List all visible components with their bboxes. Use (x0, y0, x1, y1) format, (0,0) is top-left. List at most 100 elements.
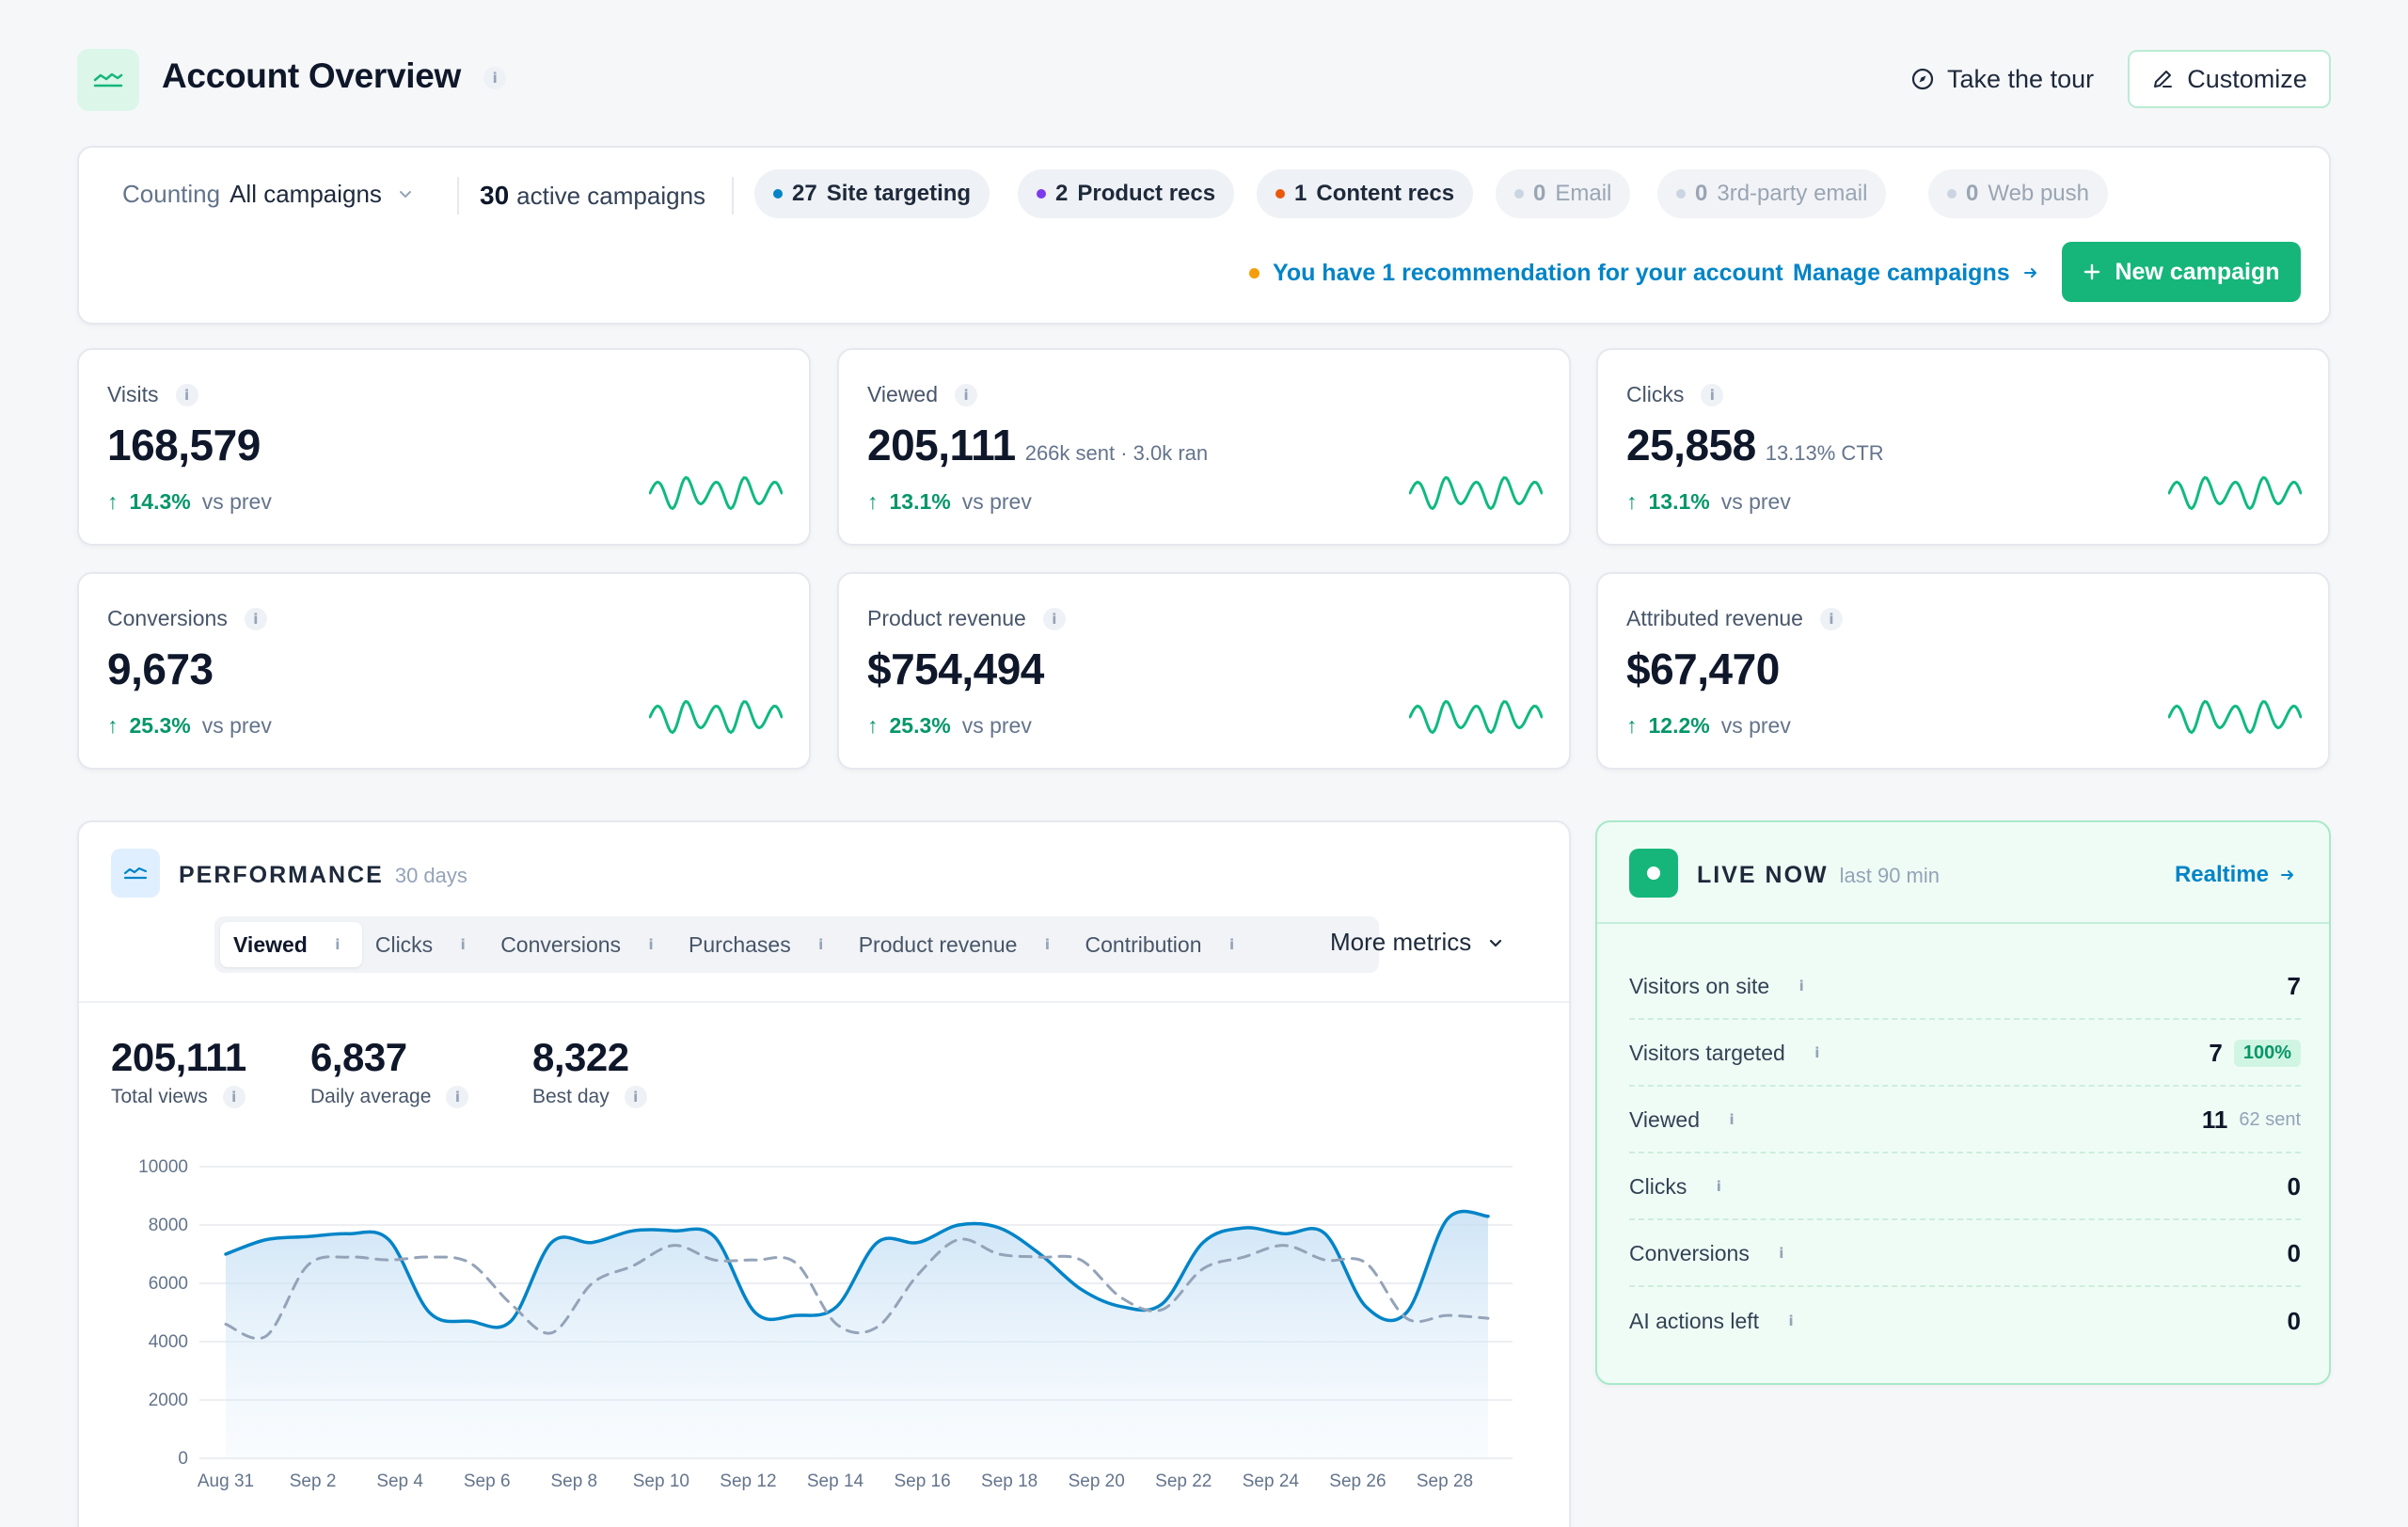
kpi-card-product-revenue[interactable]: Product revenue i $754,494 ↑ 25.3% vs prev (837, 572, 1571, 770)
info-icon[interactable]: i (175, 383, 198, 406)
chip-3rd-party-email[interactable]: 0 3rd-party email (1657, 169, 1887, 218)
kpi-card-visits[interactable]: Visits i 168,579 ↑ 14.3% vs prev (77, 348, 811, 546)
info-icon[interactable]: i (1044, 936, 1051, 953)
info-icon[interactable]: i (1788, 1312, 1794, 1329)
info-icon[interactable]: i (955, 383, 978, 406)
y-tick-label: 10000 (138, 1157, 188, 1177)
tab-conversions[interactable]: Conversions i (487, 922, 675, 967)
y-tick-label: 2000 (149, 1391, 188, 1410)
tab-label: Contribution (1085, 931, 1202, 957)
series-line-previous (224, 1237, 1490, 1341)
new-campaign-button[interactable]: New campaign (2062, 242, 2301, 302)
chip-web-push[interactable]: 0 Web push (1928, 169, 2108, 218)
live-now-title: LIVE NOW last 90 min (1697, 862, 1940, 889)
live-row-value: 11 (2201, 1105, 2228, 1134)
live-indicator-icon (1629, 849, 1678, 898)
kpi-label: Conversions (107, 606, 228, 630)
live-now-panel: LIVE NOW last 90 min Realtime Visitors o… (1595, 820, 2331, 1385)
kpi-card-conversions[interactable]: Conversions i 9,673 ↑ 25.3% vs prev (77, 572, 811, 770)
x-tick-label: Sep 10 (633, 1471, 689, 1491)
x-tick-label: Sep 2 (290, 1471, 337, 1491)
performance-panel: PERFORMANCE 30 days Viewed i Clicks i Conv… (77, 820, 1571, 1527)
y-tick-label: 6000 (149, 1274, 188, 1294)
page-title: Account Overview i (162, 56, 507, 96)
counting-value: All campaigns (230, 179, 382, 208)
chip-email[interactable]: 0 Email (1496, 169, 1631, 218)
active-campaigns-label: active campaigns (516, 181, 706, 210)
info-icon[interactable]: i (648, 936, 654, 953)
live-row-ai-actions-left: AI actions left i 0 (1629, 1288, 2301, 1354)
arrow-up-icon: ↑ (1626, 489, 1638, 514)
page-title-text: Account Overview (162, 56, 462, 95)
kpi-subtext: 13.13% CTR (1765, 441, 1884, 465)
recommendation-link[interactable]: You have 1 recommendation for your accou… (1249, 256, 1783, 290)
chevron-down-icon (399, 191, 411, 199)
info-icon[interactable]: i (1814, 1044, 1820, 1061)
customize-button[interactable]: Customize (2128, 50, 2331, 108)
title-info-icon[interactable]: i (483, 67, 507, 90)
divider (732, 177, 734, 215)
live-row-viewed: Viewed i 11 62 sent (1629, 1088, 2301, 1153)
kpi-delta: 13.1% (889, 489, 951, 514)
kpi-card-attributed-revenue[interactable]: Attributed revenue i $67,470 ↑ 12.2% vs pre… (1596, 572, 2330, 770)
chip-label: Content recs (1316, 181, 1455, 206)
compass-icon (1911, 68, 1934, 90)
sparkline (649, 699, 783, 735)
chip-label: Site targeting (826, 181, 972, 206)
stat-caption: Best day (532, 1086, 610, 1107)
info-icon[interactable]: i (1228, 936, 1235, 953)
stat-total-views: 205,111 Total views i (111, 1035, 246, 1108)
info-icon[interactable]: i (1042, 607, 1066, 630)
chip-count: 27 (792, 181, 817, 206)
chip-content-recs[interactable]: 1 Content recs (1257, 169, 1474, 218)
warning-dot-icon (1249, 267, 1259, 278)
info-icon[interactable]: i (335, 936, 341, 953)
x-tick-label: Sep 16 (894, 1471, 950, 1491)
info-icon[interactable]: i (1729, 1111, 1735, 1128)
tab-product-revenue[interactable]: Product revenue i (846, 922, 1072, 967)
divider (79, 1001, 1569, 1003)
info-icon[interactable]: i (818, 936, 824, 953)
info-icon[interactable]: i (1701, 383, 1724, 406)
realtime-link[interactable]: Realtime (2175, 862, 2297, 888)
info-icon[interactable]: i (460, 936, 466, 953)
performance-line-chart: 10000 8000 6000 4000 2000 0 Aug 31 Sep 2 Sep 4 Se… (138, 1157, 1513, 1491)
sparkline (649, 475, 783, 511)
pencil-icon (2154, 71, 2173, 87)
take-tour-button[interactable]: Take the tour (1911, 60, 2094, 98)
tab-viewed[interactable]: Viewed i (220, 922, 362, 967)
more-metrics-label: More metrics (1330, 928, 1472, 956)
divider (457, 177, 459, 215)
info-icon[interactable]: i (1716, 1178, 1721, 1195)
tab-purchases[interactable]: Purchases i (675, 922, 846, 967)
info-icon[interactable]: i (222, 1086, 246, 1108)
counting-dropdown[interactable]: Counting All campaigns (122, 177, 414, 211)
info-icon[interactable]: i (1779, 1245, 1784, 1262)
stat-best-day: 8,322 Best day i (532, 1035, 647, 1108)
tab-contribution[interactable]: Contribution i (1071, 922, 1256, 967)
kpi-card-viewed[interactable]: Viewed i 205,111 266k sent · 3.0k ran ↑ 13.… (837, 348, 1571, 546)
arrow-up-icon: ↑ (107, 713, 119, 738)
live-row-label: Clicks (1629, 1173, 1687, 1199)
info-icon[interactable]: i (1819, 607, 1843, 630)
tab-clicks[interactable]: Clicks i (362, 922, 487, 967)
chip-count: 0 (1533, 181, 1546, 206)
arrow-up-icon: ↑ (107, 489, 119, 514)
manage-campaigns-link[interactable]: Manage campaigns (1793, 256, 2040, 290)
info-icon[interactable]: i (624, 1086, 647, 1108)
kpi-card-clicks[interactable]: Clicks i 25,858 13.13% CTR ↑ 13.1% vs prev (1596, 348, 2330, 546)
kpi-label: Attributed revenue (1626, 606, 1803, 630)
overview-chart-icon (77, 49, 139, 111)
chip-site-targeting[interactable]: 27 Site targeting (754, 169, 990, 218)
live-row-value: 7 (2287, 971, 2301, 1000)
more-metrics-dropdown[interactable]: More metrics (1330, 928, 1505, 957)
chip-product-recs[interactable]: 2 Product recs (1018, 169, 1235, 218)
info-icon[interactable]: i (244, 607, 267, 630)
info-icon[interactable]: i (1798, 978, 1804, 994)
sparkline (2168, 699, 2302, 735)
kpi-delta: 25.3% (129, 713, 191, 738)
info-icon[interactable]: i (446, 1086, 469, 1108)
recommendation-text: You have 1 recommendation for your accou… (1273, 259, 1783, 286)
x-tick-label: Sep 26 (1329, 1471, 1386, 1491)
sparkline (1409, 475, 1543, 511)
